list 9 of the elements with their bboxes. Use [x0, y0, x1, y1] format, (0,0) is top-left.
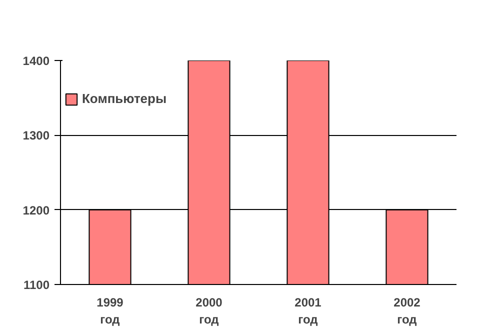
x-tick-label: 1999 год — [96, 296, 124, 326]
y-tick-label: 1100 — [23, 278, 50, 292]
x-tick-label: 2000 год — [196, 296, 223, 326]
x-tick-label: 2002 год — [394, 296, 421, 326]
legend-label: Компьютеры — [82, 91, 167, 106]
x-tick-label: 2001 год — [294, 296, 322, 326]
y-tick-label: 1400 — [22, 54, 50, 68]
y-tick-label: 1200 — [22, 203, 50, 218]
y-tick-label: 1300 — [22, 128, 50, 143]
